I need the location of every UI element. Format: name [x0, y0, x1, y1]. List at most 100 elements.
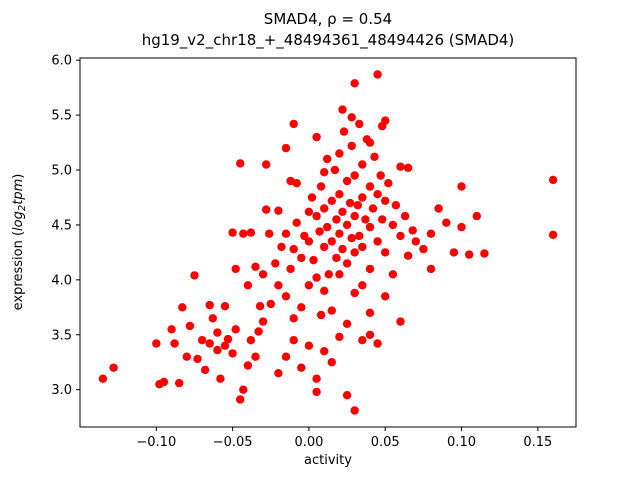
- scatter-point: [358, 336, 367, 345]
- scatter-point: [368, 204, 378, 213]
- y-tick-label: 3.5: [51, 328, 72, 343]
- scatter-point: [376, 171, 385, 180]
- scatter-point: [271, 259, 280, 268]
- scatter-point: [338, 244, 347, 254]
- y-tick-label: 4.0: [51, 273, 72, 288]
- scatter-point: [365, 222, 375, 232]
- scatter-point: [350, 79, 359, 88]
- scatter-point: [312, 132, 321, 142]
- scatter-point: [355, 231, 364, 241]
- scatter-point: [388, 220, 398, 230]
- scatter-point: [251, 262, 260, 271]
- scatter-point: [426, 264, 436, 274]
- scatter-point: [205, 339, 214, 348]
- scatter-point: [434, 204, 443, 213]
- scatter-point: [274, 369, 283, 378]
- scatter-point: [281, 143, 291, 153]
- scatter-point: [342, 319, 352, 328]
- scatter-point: [320, 286, 329, 295]
- scatter-point: [277, 242, 286, 252]
- scatter-point: [251, 352, 260, 361]
- scatter-point: [228, 349, 237, 358]
- scatter-point: [342, 176, 352, 186]
- scatter-point: [373, 70, 382, 79]
- scatter-point: [274, 206, 283, 215]
- scatter-point: [316, 310, 326, 320]
- scatter-point: [255, 302, 265, 311]
- scatter-point: [178, 303, 187, 312]
- scatter-point: [472, 211, 481, 221]
- scatter-point: [365, 138, 375, 147]
- scatter-point: [167, 325, 176, 334]
- scatter-point: [342, 220, 352, 230]
- scatter-point: [381, 196, 390, 205]
- scatter-point: [182, 352, 191, 361]
- scatter-point: [315, 227, 324, 236]
- scatter-point: [347, 141, 356, 151]
- scatter-point: [457, 222, 466, 232]
- scatter-point: [281, 292, 291, 301]
- scatter-point: [304, 341, 314, 350]
- scatter-point: [335, 229, 344, 238]
- scatter-point: [213, 328, 222, 337]
- scatter-point: [266, 299, 275, 309]
- scatter-point: [338, 105, 347, 114]
- scatter-point: [335, 190, 344, 199]
- scatter-point: [350, 248, 359, 257]
- scatter-points: [98, 70, 558, 415]
- scatter-point: [345, 198, 355, 208]
- scatter-point: [262, 160, 271, 169]
- scatter-point: [365, 330, 375, 339]
- scatter-point: [339, 127, 349, 136]
- scatter-point: [220, 341, 230, 350]
- scatter-point: [320, 168, 329, 177]
- scatter-point: [350, 288, 359, 298]
- y-axis-ticks: 3.0 3.5 4.0 4.5 5.0 5.5 6.0: [51, 54, 80, 398]
- scatter-point: [378, 215, 387, 224]
- scatter-point: [449, 248, 459, 257]
- scatter-point: [332, 215, 341, 224]
- scatter-point: [297, 303, 306, 312]
- scatter-point: [304, 207, 314, 216]
- scatter-point: [323, 154, 332, 164]
- scatter-point: [109, 363, 118, 372]
- scatter-point: [289, 336, 298, 345]
- plot-subtitle: hg19_v2_chr18_+_48494361_48494426 (SMAD4…: [142, 31, 515, 50]
- scatter-point: [289, 119, 298, 129]
- scatter-point: [342, 391, 352, 400]
- scatter-point: [361, 215, 370, 224]
- scatter-point: [228, 228, 237, 237]
- plot-title: SMAD4, ρ = 0.54: [264, 10, 392, 28]
- x-tick-label: 0.10: [447, 435, 476, 450]
- scatter-point: [378, 121, 387, 131]
- scatter-point: [403, 163, 413, 172]
- scatter-point: [370, 152, 379, 161]
- scatter-point: [384, 179, 393, 188]
- scatter-point: [373, 190, 382, 199]
- scatter-point: [243, 361, 253, 370]
- scatter-point: [373, 339, 382, 348]
- scatter-point: [548, 175, 558, 185]
- scatter-point: [152, 339, 161, 348]
- scatter-point: [262, 205, 271, 214]
- scatter-point: [304, 281, 314, 290]
- scatter-point: [297, 253, 306, 263]
- scatter-point: [159, 377, 169, 387]
- scatter-point: [358, 160, 367, 169]
- scatter-point: [350, 211, 359, 221]
- scatter-point: [320, 204, 329, 213]
- scatter-point: [465, 250, 474, 259]
- scatter-point: [408, 226, 417, 235]
- scatter-point: [419, 244, 428, 254]
- scatter-point: [289, 314, 298, 323]
- scatter-point: [312, 211, 321, 221]
- x-tick-label: −0.05: [213, 435, 253, 450]
- y-tick-label: 6.0: [51, 54, 72, 69]
- scatter-point: [316, 182, 326, 191]
- scatter-point: [358, 242, 367, 252]
- x-tick-label: 0.15: [523, 435, 552, 450]
- scatter-point: [347, 113, 356, 122]
- x-tick-label: 0.00: [294, 435, 323, 450]
- y-tick-label: 4.5: [51, 218, 72, 233]
- scatter-point: [307, 193, 317, 202]
